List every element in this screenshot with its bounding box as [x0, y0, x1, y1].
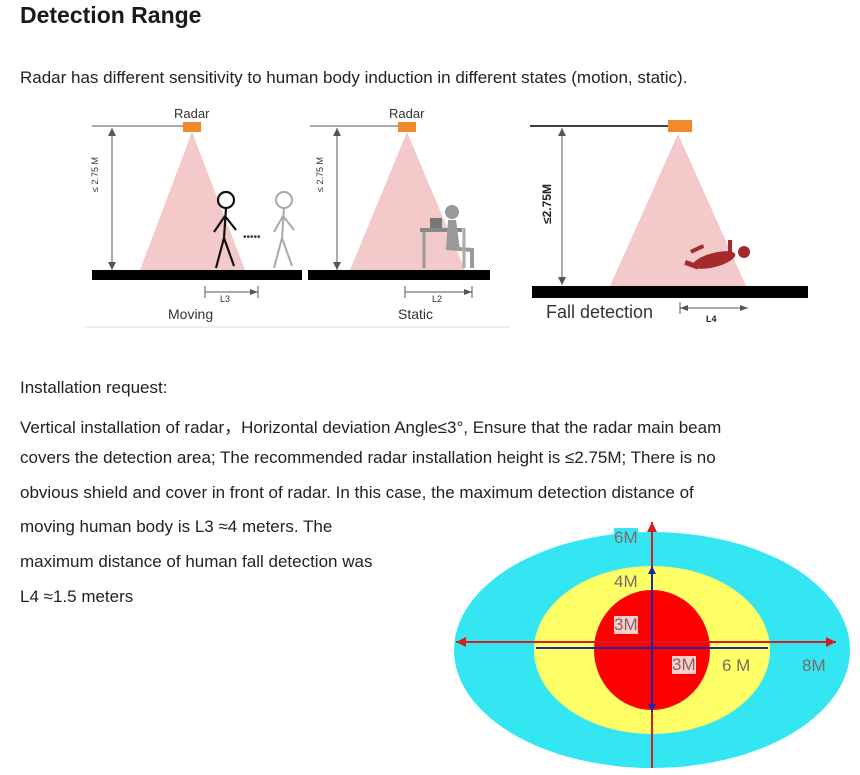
height-label-fall: ≤2.75M	[540, 184, 554, 224]
l3-label: L3	[220, 294, 231, 304]
caption-moving: Moving	[168, 306, 214, 322]
panel-moving: •••••	[92, 122, 302, 298]
panel-static	[308, 122, 490, 298]
zone-graphic	[454, 522, 850, 768]
svg-text:•••••: •••••	[243, 232, 261, 243]
radar-icon	[183, 122, 201, 132]
installation-line-3: obvious shield and cover in front of rad…	[20, 483, 694, 502]
radar-beam	[610, 134, 746, 286]
detection-zone-diagram: 6M 4M 3M 3M 6 M 8M	[440, 518, 860, 770]
radar-icon	[398, 122, 416, 132]
radar-label-moving: Radar	[174, 106, 210, 121]
walking-person-faded-icon	[273, 191, 295, 269]
floor	[308, 270, 490, 280]
installation-line-1: Vertical installation of radar，Horizonta…	[20, 418, 722, 437]
l2-label: L2	[432, 294, 443, 304]
radar-label-static: Radar	[389, 106, 425, 121]
label-6m-vertical: 6M	[614, 528, 638, 548]
label-3m-horizontal: 3M	[672, 655, 696, 674]
detection-range-illustration: •••••	[80, 100, 820, 330]
caption-fall-detection: Fall detection	[546, 302, 654, 322]
height-label-static: ≤ 2.75 M	[315, 157, 325, 192]
floor	[92, 270, 302, 280]
installation-title: Installation request:	[20, 378, 168, 397]
radar-icon	[668, 120, 692, 132]
caption-static: Static	[398, 306, 434, 322]
label-4m-vertical: 4M	[614, 572, 638, 591]
installation-line-4: moving human body is L3 ≈4 meters. The	[20, 517, 333, 536]
panel-fall-detection	[530, 120, 808, 314]
illustration-graphic: •••••	[85, 120, 808, 328]
label-8m-horizontal: 8M	[802, 656, 826, 675]
installation-line-2: covers the detection area; The recommend…	[20, 448, 716, 467]
page-title: Detection Range	[20, 2, 202, 28]
height-label-moving: ≤ 2.75 M	[90, 157, 100, 192]
l4-label: L4	[706, 314, 717, 324]
seated-person-icon	[420, 205, 474, 268]
radar-beam	[350, 132, 465, 270]
label-6m-horizontal: 6 M	[722, 656, 751, 675]
intro-text: Radar has different sensitivity to human…	[20, 68, 688, 87]
label-3m-vertical: 3M	[614, 615, 638, 634]
installation-line-5: maximum distance of human fall detection…	[20, 552, 373, 571]
walking-person-icon	[213, 190, 237, 269]
radar-beam	[140, 132, 245, 270]
installation-line-6: L4 ≈1.5 meters	[20, 587, 134, 606]
floor	[532, 286, 808, 298]
fallen-person-icon	[684, 240, 750, 270]
